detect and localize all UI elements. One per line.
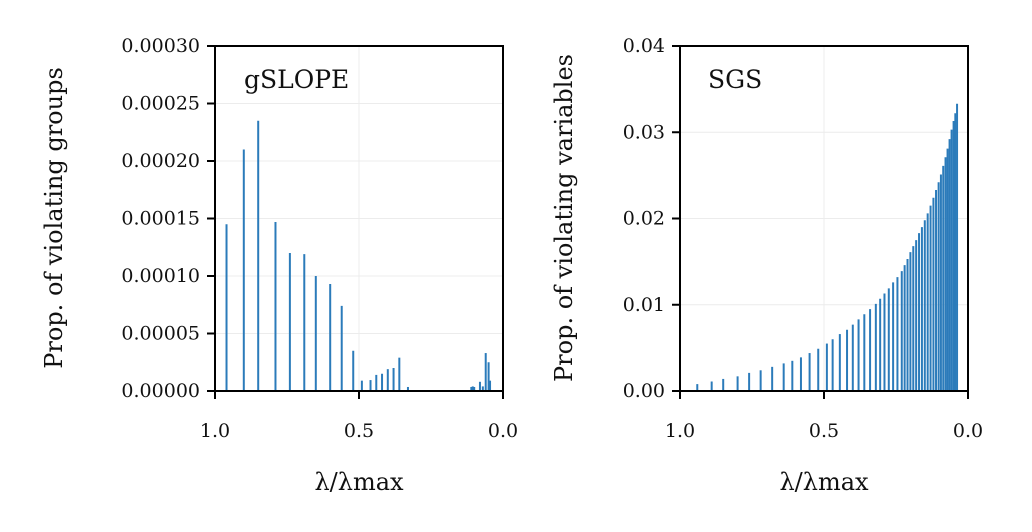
sgs-y-tick-label: 0.04 <box>623 35 665 57</box>
sgs-title: SGS <box>708 65 762 94</box>
gslope-y-tick-label: 0.00010 <box>121 265 200 287</box>
sgs-grid <box>680 46 968 391</box>
sgs-x-tick-label: 0.0 <box>953 420 983 442</box>
gslope-grid <box>215 46 503 391</box>
sgs-y-tick-label: 0.03 <box>623 121 665 143</box>
sgs-ticks: 0.00 0.01 0.02 0.03 0.04 1.0 0.5 0.0 <box>623 35 983 442</box>
gslope-bars <box>225 120 492 391</box>
gslope-y-tick-label: 0.00015 <box>121 208 200 230</box>
sgs-bars <box>696 103 959 391</box>
sgs-panel: 0.00 0.01 0.02 0.03 0.04 1.0 0.5 0.0 SGS Prop. … <box>550 35 983 496</box>
sgs-x-tick-label: 0.5 <box>809 420 839 442</box>
gslope-x-tick-label: 1.0 <box>200 420 230 442</box>
gslope-x-axis-label: λ/λmax <box>314 468 404 496</box>
sgs-y-axis-label: Prop. of violating variables <box>550 54 578 382</box>
sgs-y-tick-label: 0.00 <box>623 380 665 402</box>
sgs-x-tick-label: 1.0 <box>665 420 695 442</box>
gslope-y-tick-label: 0.00025 <box>121 93 200 115</box>
gslope-y-tick-label: 0.00030 <box>121 35 200 57</box>
gslope-ticks: 0.00000 0.00005 0.00010 0.00015 0.00020 0.000… <box>121 35 518 442</box>
gslope-y-tick-label: 0.00000 <box>121 380 200 402</box>
sgs-x-axis-label: λ/λmax <box>779 468 869 496</box>
gslope-y-tick-label: 0.00005 <box>121 323 200 345</box>
sgs-y-tick-label: 0.01 <box>623 294 665 316</box>
sgs-y-tick-label: 0.02 <box>623 208 665 230</box>
gslope-x-tick-label: 0.5 <box>344 420 374 442</box>
gslope-y-axis-label: Prop. of violating groups <box>40 67 68 369</box>
gslope-x-tick-label: 0.0 <box>488 420 518 442</box>
gslope-title: gSLOPE <box>244 65 349 94</box>
gslope-panel: 0.00000 0.00005 0.00010 0.00015 0.00020 0.000… <box>40 35 518 496</box>
gslope-y-tick-label: 0.00020 <box>121 150 200 172</box>
